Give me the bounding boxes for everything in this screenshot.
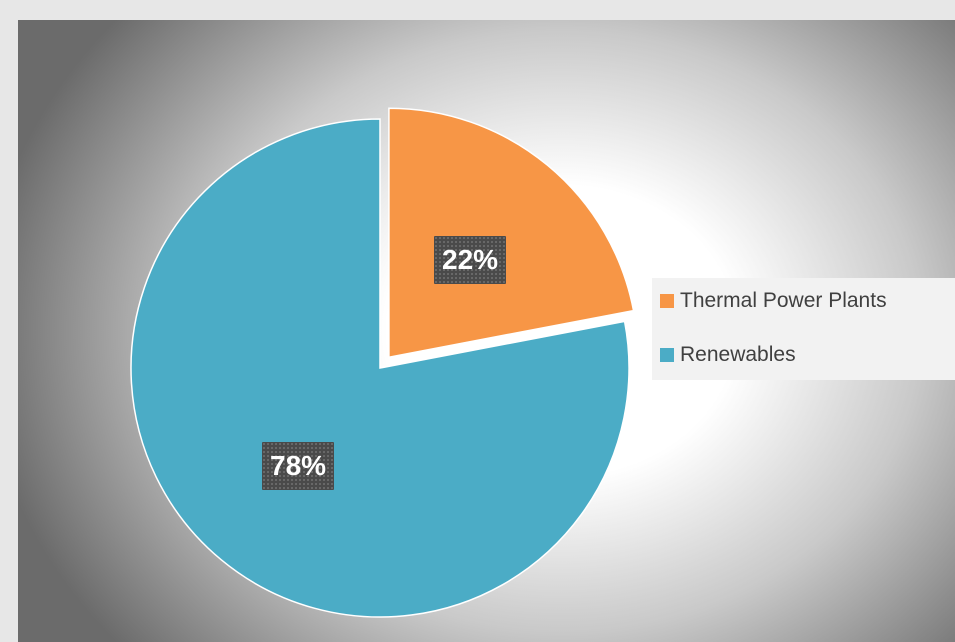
pie-slice-renewables: [130, 118, 630, 618]
legend-label-thermal: Thermal Power Plants: [680, 289, 887, 312]
legend-swatch-thermal: [660, 294, 674, 308]
legend-item-thermal: Thermal Power Plants: [660, 286, 887, 316]
legend: Thermal Power Plants Renewables: [652, 278, 955, 380]
legend-swatch-renewables: [660, 348, 674, 362]
legend-label-renewables: Renewables: [680, 343, 796, 366]
legend-item-renewables: Renewables: [660, 340, 796, 370]
data-label-thermal: 22%: [434, 236, 507, 284]
data-label-renewables: 78%: [262, 442, 335, 490]
pie-slice-thermal: [388, 107, 635, 359]
